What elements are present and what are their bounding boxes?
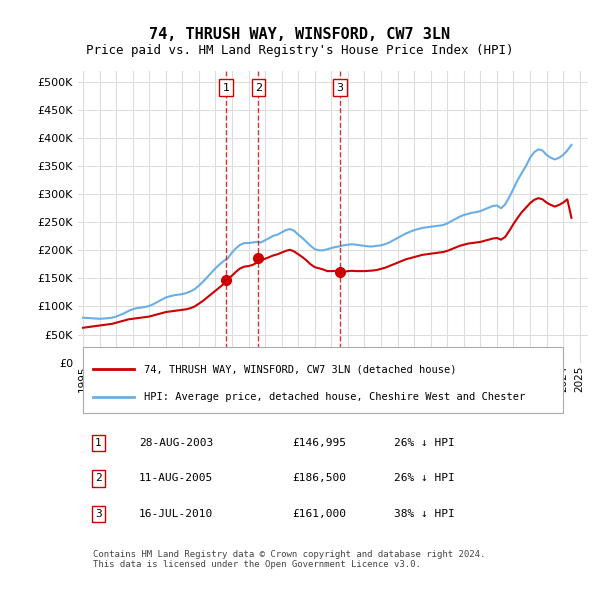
Text: Price paid vs. HM Land Registry's House Price Index (HPI): Price paid vs. HM Land Registry's House … (86, 44, 514, 57)
Text: £161,000: £161,000 (292, 509, 346, 519)
Text: 38% ↓ HPI: 38% ↓ HPI (394, 509, 455, 519)
Text: 26% ↓ HPI: 26% ↓ HPI (394, 438, 455, 448)
Text: Contains HM Land Registry data © Crown copyright and database right 2024.
This d: Contains HM Land Registry data © Crown c… (94, 550, 485, 569)
Text: £186,500: £186,500 (292, 473, 346, 483)
Text: 26% ↓ HPI: 26% ↓ HPI (394, 473, 455, 483)
Text: 2: 2 (255, 83, 262, 93)
Text: 74, THRUSH WAY, WINSFORD, CW7 3LN (detached house): 74, THRUSH WAY, WINSFORD, CW7 3LN (detac… (145, 364, 457, 374)
Text: 28-AUG-2003: 28-AUG-2003 (139, 438, 214, 448)
Text: 74, THRUSH WAY, WINSFORD, CW7 3LN: 74, THRUSH WAY, WINSFORD, CW7 3LN (149, 27, 451, 41)
Text: HPI: Average price, detached house, Cheshire West and Chester: HPI: Average price, detached house, Ches… (145, 392, 526, 402)
Text: £146,995: £146,995 (292, 438, 346, 448)
Text: 3: 3 (337, 83, 344, 93)
Text: 3: 3 (95, 509, 102, 519)
Text: 1: 1 (95, 438, 102, 448)
Text: 2: 2 (95, 473, 102, 483)
Text: 1: 1 (223, 83, 230, 93)
FancyBboxPatch shape (83, 348, 563, 413)
Text: 11-AUG-2005: 11-AUG-2005 (139, 473, 214, 483)
Text: 16-JUL-2010: 16-JUL-2010 (139, 509, 214, 519)
